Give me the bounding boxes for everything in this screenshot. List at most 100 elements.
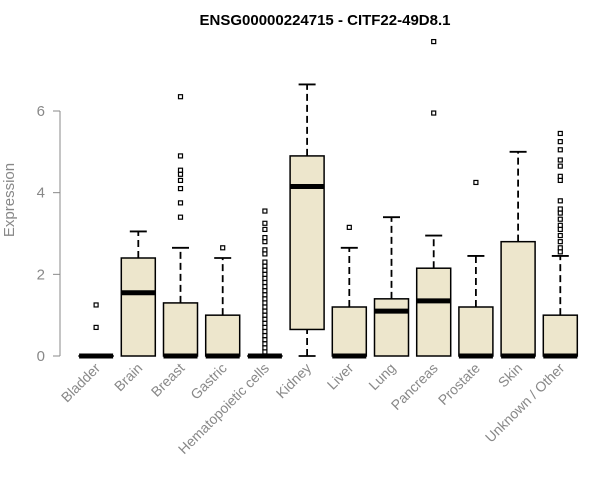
outlier-point (557, 157, 563, 163)
outlier-point (262, 300, 268, 306)
outlier-point (557, 198, 563, 204)
outlier-point (262, 279, 268, 286)
outlier-point (262, 267, 268, 273)
outlier-point (262, 220, 268, 226)
outlier-point (177, 153, 184, 159)
outlier-point (262, 226, 268, 233)
outlier-point (557, 130, 563, 137)
box-bladder (78, 302, 114, 359)
outlier-point (262, 208, 268, 214)
box-body (289, 155, 325, 331)
outlier-point (177, 200, 184, 206)
outlier-point (262, 332, 268, 339)
outlier-point (431, 110, 437, 116)
outlier-point (220, 245, 226, 251)
outlier-point (177, 171, 184, 177)
outlier-point (557, 173, 563, 179)
outlier-point (262, 259, 268, 265)
box-group (78, 38, 579, 359)
box-breast (162, 94, 199, 359)
outlier-point (262, 304, 268, 310)
box-body (500, 240, 536, 357)
y-axis-label: Expression (1, 163, 18, 237)
outlier-point (262, 271, 268, 277)
outlier-point (262, 292, 268, 298)
outlier-point (262, 328, 268, 335)
box-brain (120, 230, 157, 357)
outlier-point (262, 312, 268, 318)
x-tick-label: Unknown / Other (482, 360, 568, 446)
box-body (331, 306, 368, 357)
x-tick-label: Lung (365, 360, 398, 393)
outlier-point (262, 349, 268, 355)
outlier-point (473, 179, 479, 186)
outlier-point (177, 94, 184, 100)
outlier-point (262, 345, 268, 351)
outlier-point (262, 288, 268, 294)
outlier-point (557, 239, 563, 245)
box-skin (500, 150, 536, 359)
y-tick-label: 4 (37, 185, 45, 202)
outlier-point (262, 247, 268, 253)
outlier-point (557, 206, 563, 212)
box-lung (373, 216, 410, 357)
outlier-point (177, 167, 184, 173)
box-body (204, 314, 241, 357)
box-pancreas (415, 38, 452, 357)
outlier-point (262, 283, 268, 290)
x-tick-label: Skin (495, 360, 526, 391)
box-gastric (204, 245, 241, 359)
y-axis: 0 2 4 6 (37, 103, 61, 365)
outlier-point (262, 239, 268, 245)
y-tick-label: 6 (37, 103, 45, 120)
box-body (542, 314, 579, 357)
outlier-point (262, 263, 268, 269)
x-tick-label: Prostate (435, 360, 483, 408)
y-tick-label: 2 (37, 266, 45, 283)
outlier-point (346, 224, 352, 230)
outlier-point (177, 214, 184, 220)
outlier-point (262, 341, 268, 347)
box-body (373, 298, 410, 357)
outlier-point (262, 275, 268, 282)
box-liver (331, 224, 368, 359)
x-tick-label: Pancreas (388, 360, 441, 413)
outlier-point (177, 177, 184, 184)
box-body (415, 267, 452, 357)
box-body (162, 302, 199, 357)
x-tick-label: Breast (148, 360, 188, 400)
outlier-point (431, 38, 437, 45)
outlier-point (557, 147, 563, 153)
x-tick-label: Brain (111, 360, 145, 394)
outlier-point (262, 316, 268, 322)
outlier-point (262, 296, 268, 302)
outlier-point (262, 337, 268, 343)
box-body (120, 257, 157, 357)
outlier-point (557, 226, 563, 233)
box-hematopoietic-cells (247, 208, 283, 359)
outlier-point (557, 210, 563, 216)
box-prostate (458, 179, 494, 359)
box-kidney (289, 83, 325, 357)
outlier-point (262, 308, 268, 314)
outlier-point (262, 251, 268, 257)
outlier-point (262, 234, 268, 241)
x-tick-label: Bladder (58, 360, 104, 406)
outlier-point (557, 232, 563, 239)
outlier-point (262, 320, 268, 326)
outlier-point (557, 249, 563, 255)
y-tick-label: 0 (37, 348, 45, 365)
outlier-point (557, 177, 563, 184)
outlier-point (177, 185, 184, 192)
x-tick-label: Liver (324, 360, 357, 393)
outlier-point (557, 245, 563, 251)
outlier-point (557, 216, 563, 222)
box-body (458, 306, 494, 357)
outlier-point (93, 302, 99, 308)
outlier-point (93, 324, 99, 331)
outlier-point (262, 324, 268, 331)
outlier-point (557, 163, 563, 169)
chart-title: ENSG00000224715 - CITF22-49D8.1 (200, 12, 451, 29)
